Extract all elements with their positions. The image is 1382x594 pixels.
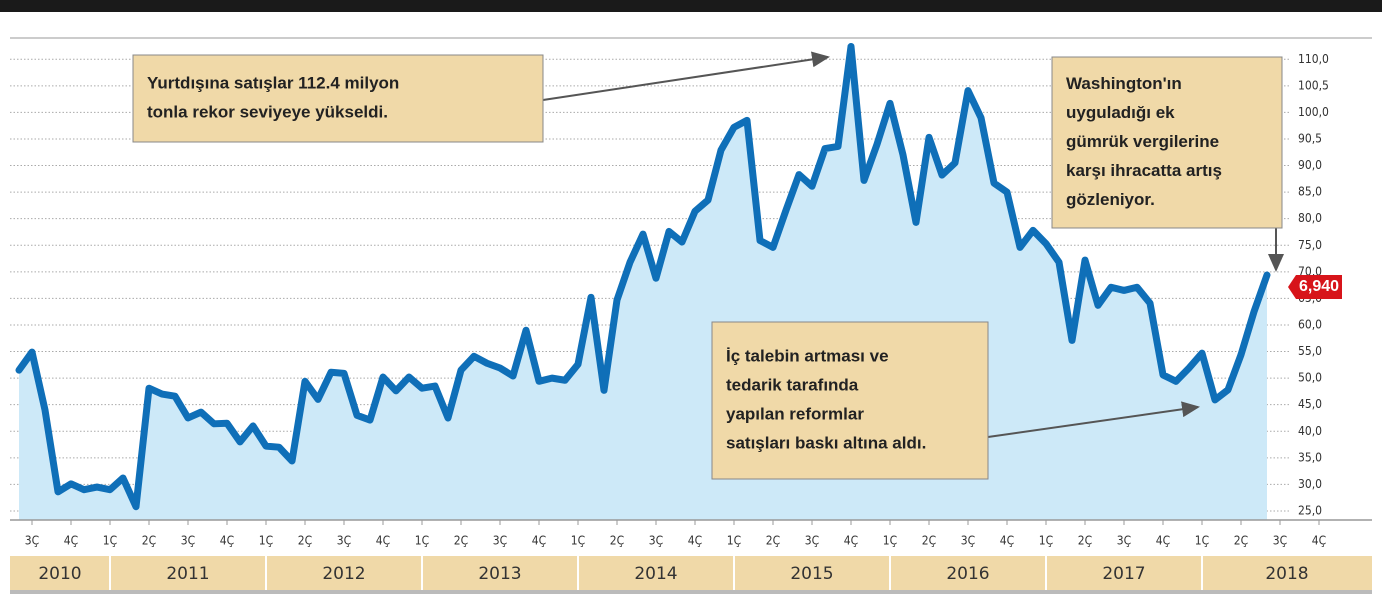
- x-tick-label: 1Ç: [883, 534, 897, 548]
- top-bar: [0, 0, 1382, 12]
- bottom-band: [10, 590, 1372, 594]
- annotation-arrow: [987, 401, 1200, 438]
- y-tick-label: 25,0: [1298, 503, 1322, 517]
- x-tick-label: 2Ç: [298, 534, 312, 548]
- x-tick-label: 1Ç: [727, 534, 741, 548]
- x-tick-label: 1Ç: [1195, 534, 1209, 548]
- year-label: 2012: [322, 564, 365, 584]
- x-tick-label: 3Ç: [181, 534, 195, 548]
- x-tick-label: 4Ç: [220, 534, 234, 548]
- x-tick-label: 4Ç: [1312, 534, 1326, 548]
- y-tick-label: 90,0: [1298, 158, 1322, 172]
- x-tick-label: 1Ç: [571, 534, 585, 548]
- value-badge: [1288, 275, 1342, 300]
- x-tick-label: 2Ç: [1078, 534, 1092, 548]
- annotation-text: gözleniyor.: [1066, 190, 1155, 209]
- x-tick-label: 3Ç: [337, 534, 351, 548]
- year-label: 2017: [1102, 564, 1145, 584]
- x-tick-label: 2Ç: [766, 534, 780, 548]
- y-tick-label: 90,5: [1298, 131, 1322, 145]
- value-label: 6,940: [1299, 278, 1339, 295]
- x-tick-label: 4Ç: [532, 534, 546, 548]
- y-tick-label: 100,5: [1298, 78, 1329, 92]
- x-tick-label: 1Ç: [1039, 534, 1053, 548]
- annotation-text: İç talebin artması ve: [726, 346, 889, 365]
- y-tick-label: 85,0: [1298, 185, 1322, 199]
- y-tick-label: 110,0: [1298, 52, 1329, 66]
- y-tick-label: 35,0: [1298, 450, 1322, 464]
- x-tick-label: 4Ç: [688, 534, 702, 548]
- x-tick-label: 1Ç: [259, 534, 273, 548]
- year-label: 2016: [946, 564, 989, 584]
- y-tick-label: 60,0: [1298, 317, 1322, 331]
- y-tick-label: 70,0: [1298, 264, 1322, 278]
- y-tick-label: 50,0: [1298, 371, 1322, 385]
- x-tick-label: 2Ç: [922, 534, 936, 548]
- year-label: 2010: [38, 564, 81, 584]
- year-label: 2015: [790, 564, 833, 584]
- annotation-arrow: [542, 51, 830, 101]
- y-tick-label: 100,0: [1298, 105, 1329, 119]
- year-band: [10, 556, 1372, 590]
- year-label: 2013: [478, 564, 521, 584]
- year-label: 2011: [166, 564, 209, 584]
- y-tick-label: 80,0: [1298, 211, 1322, 225]
- x-tick-label: 2Ç: [1234, 534, 1248, 548]
- y-tick-label: 55,0: [1298, 344, 1322, 358]
- x-tick-label: 2Ç: [454, 534, 468, 548]
- annotation-box: [1051, 56, 1283, 229]
- annotation-text: Yurtdışına satışlar 112.4 milyon: [147, 73, 399, 92]
- annotation-text: yapılan reformlar: [726, 404, 864, 423]
- x-tick-label: 4Ç: [844, 534, 858, 548]
- annotation-text: tonla rekor seviyeye yükseldi.: [147, 102, 388, 121]
- y-tick-label: 40,0: [1298, 424, 1322, 438]
- x-tick-label: 3Ç: [1273, 534, 1287, 548]
- y-tick-label: 75,0: [1298, 238, 1322, 252]
- year-label: 2018: [1265, 564, 1308, 584]
- annotation-text: gümrük vergilerine: [1066, 132, 1219, 151]
- line: [15, 43, 1271, 511]
- x-tick-label: 3Ç: [1117, 534, 1131, 548]
- x-tick-label: 4Ç: [1156, 534, 1170, 548]
- annotation-text: satışları baskı altına aldı.: [726, 433, 926, 452]
- x-tick-label: 3Ç: [649, 534, 663, 548]
- x-tick-label: 3Ç: [493, 534, 507, 548]
- annotation-text: uyguladığı ek: [1066, 103, 1175, 122]
- y-tick-label: 30,0: [1298, 477, 1322, 491]
- x-tick-label: 2Ç: [610, 534, 624, 548]
- annotation-box: [711, 321, 989, 480]
- x-tick-label: 4Ç: [1000, 534, 1014, 548]
- x-tick-label: 1Ç: [103, 534, 117, 548]
- x-tick-label: 4Ç: [376, 534, 390, 548]
- x-tick-label: 2Ç: [142, 534, 156, 548]
- y-tick-label: 45,0: [1298, 397, 1322, 411]
- year-label: 2014: [634, 564, 677, 584]
- x-tick-label: 4Ç: [64, 534, 78, 548]
- x-tick-label: 3Ç: [805, 534, 819, 548]
- x-tick-label: 3Ç: [25, 534, 39, 548]
- annotation-text: Washington'ın: [1066, 74, 1182, 93]
- annotation-text: karşı ihracatta artış: [1066, 161, 1222, 180]
- x-tick-label: 1Ç: [415, 534, 429, 548]
- annotation-box: [132, 54, 544, 143]
- x-tick-label: 3Ç: [961, 534, 975, 548]
- annotation-text: tedarik tarafında: [726, 375, 859, 394]
